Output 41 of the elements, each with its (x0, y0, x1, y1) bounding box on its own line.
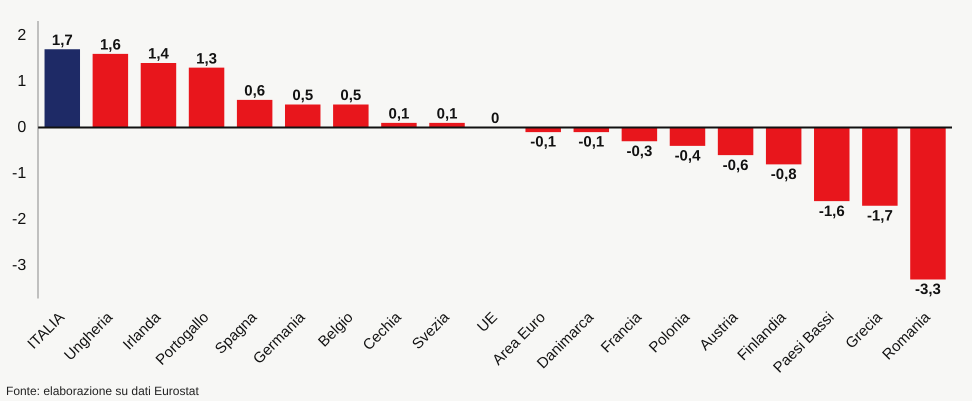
bar (766, 128, 802, 164)
data-label: -1,7 (866, 207, 893, 224)
data-label: -1,6 (818, 202, 845, 220)
data-label: 1,7 (52, 32, 73, 49)
data-label: 0,1 (388, 106, 410, 123)
bar (670, 128, 706, 146)
data-label: -0,8 (770, 166, 797, 183)
bar (862, 128, 898, 206)
data-label: -0,1 (530, 134, 556, 151)
data-label: 1,4 (148, 46, 170, 63)
y-tick-label: -3 (12, 257, 26, 274)
bar (92, 54, 128, 128)
data-label: -0,4 (674, 148, 702, 165)
y-tick-label: -1 (12, 164, 26, 182)
data-label: 1,3 (196, 50, 217, 68)
y-tick-label: -2 (12, 210, 26, 228)
data-label: 1,6 (100, 36, 121, 54)
bar (814, 128, 850, 202)
bar (284, 104, 320, 128)
bar (140, 63, 176, 128)
data-label: 0,6 (244, 82, 266, 100)
y-tick-label: 0 (17, 118, 26, 136)
data-label: -0,1 (578, 134, 604, 151)
bar (188, 68, 224, 128)
y-tick-label: 2 (17, 26, 26, 44)
data-label: -3,3 (915, 281, 941, 298)
y-tick-label: 1 (17, 72, 26, 90)
bar (236, 100, 272, 128)
data-label: 0,1 (436, 106, 458, 123)
bar (910, 128, 946, 280)
bar (333, 104, 369, 128)
bar (718, 128, 754, 156)
data-label: 0 (490, 110, 500, 128)
data-label: 0,5 (340, 87, 362, 104)
data-label: 0,5 (292, 87, 314, 104)
source-note: Fonte: elaborazione su dati Eurostat (6, 384, 199, 398)
bar (622, 128, 658, 142)
bar (44, 49, 80, 128)
data-label: -0,6 (722, 156, 749, 174)
x-tick-label: UE (474, 308, 501, 336)
data-label: -0,3 (626, 142, 652, 160)
